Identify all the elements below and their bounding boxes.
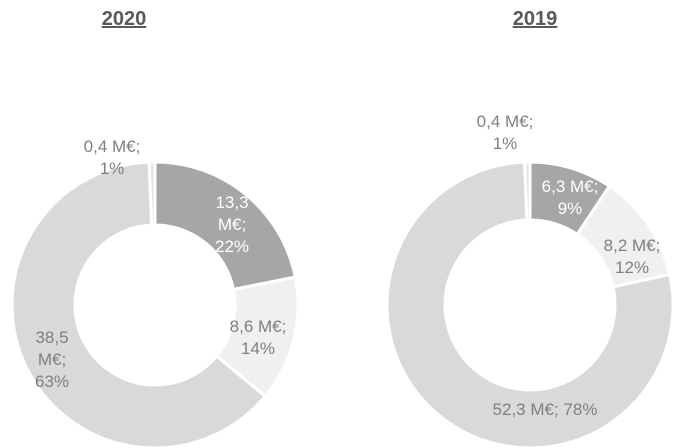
data-label: 0,4 M€; 1% [476,112,534,153]
data-label: 8,2 M€; 12% [603,236,661,277]
data-label: 38,5 M€; 63% [34,328,70,391]
data-label: 0,4 M€; 1% [83,137,141,178]
donut-slice [147,160,157,227]
donut-slice [385,160,673,448]
donut-slice [153,160,298,292]
data-label: 6,3 M€; 9% [541,177,599,218]
data-label: 52,3 M€; 78% [492,400,598,419]
donut-slice [10,160,268,448]
chart-title: 2020 [101,8,147,30]
data-label: 13,3 M€; 22% [214,193,250,256]
donut-slice [523,160,532,222]
data-label: 8,6 M€; 14% [229,317,287,358]
chart-title: 2019 [512,8,558,30]
